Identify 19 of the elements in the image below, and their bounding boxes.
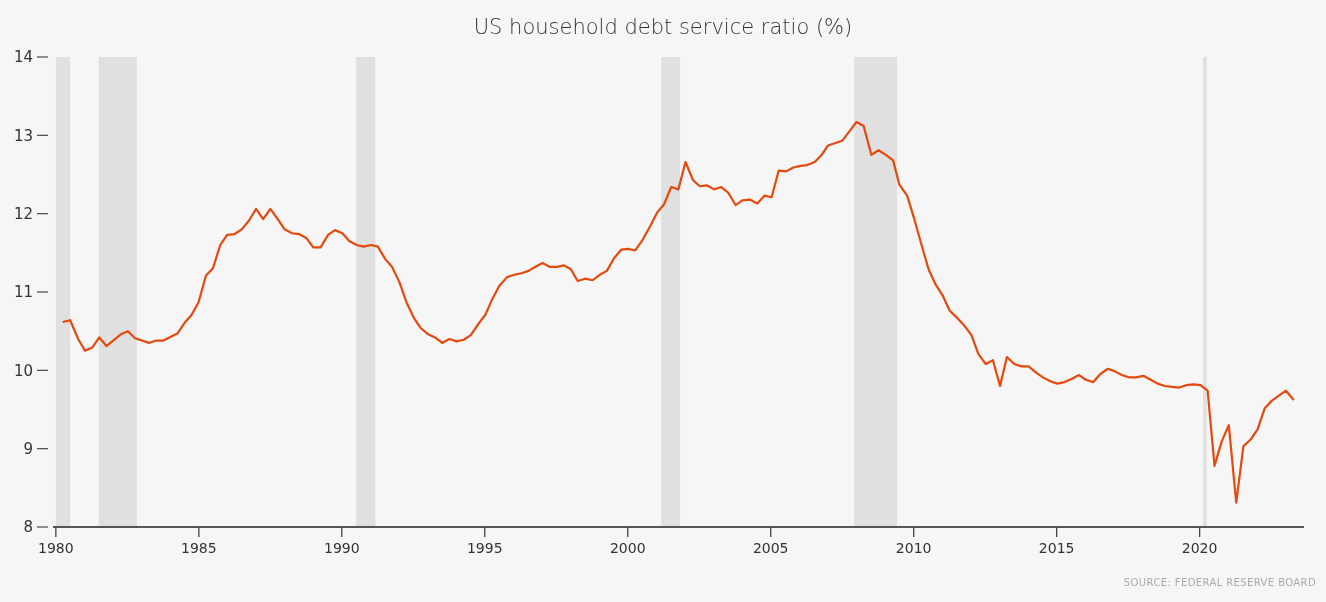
y-tick-label: 10 (13, 361, 33, 380)
x-tick-label: 2000 (609, 540, 646, 556)
x-tick-label: 1995 (466, 540, 503, 556)
y-tick-label: 13 (13, 126, 33, 145)
y-tick-label: 11 (13, 283, 33, 302)
x-tick-label: 2005 (752, 540, 789, 556)
x-tick-label: 2015 (1038, 540, 1075, 556)
x-tick-label: 2010 (895, 540, 932, 556)
line-series (62, 120, 1295, 504)
x-tick-label: 1985 (181, 540, 217, 556)
x-tick-label: 1980 (38, 540, 74, 556)
y-tick-label: 14 (13, 48, 33, 67)
source-note: SOURCE: FEDERAL RESERVE BOARD (1123, 577, 1316, 588)
chart-title: US household debt service ratio (%) (473, 15, 853, 39)
y-tick-label: 12 (13, 204, 33, 223)
x-tick-label: 1990 (323, 540, 360, 556)
y-tick-label: 8 (23, 518, 33, 537)
x-tick-label: 2020 (1181, 540, 1218, 556)
y-tick-label: 9 (23, 439, 33, 458)
